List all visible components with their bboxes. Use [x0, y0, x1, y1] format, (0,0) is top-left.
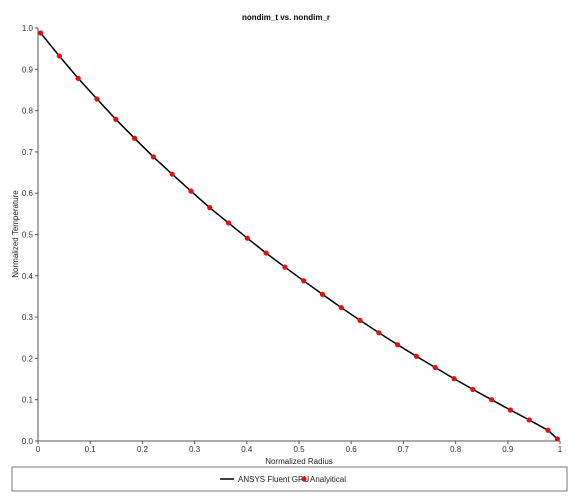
y-tick-label: 0.1	[22, 396, 34, 405]
data-point-analytical	[263, 250, 269, 256]
x-tick-label: 0.7	[398, 445, 410, 454]
series-layer	[38, 30, 560, 442]
data-point-analytical	[38, 30, 44, 36]
data-point-analytical	[526, 417, 532, 423]
data-point-analytical	[554, 436, 560, 442]
series-line-fluent	[40, 32, 558, 440]
data-point-analytical	[338, 305, 344, 311]
y-tick-label: 0.4	[22, 272, 34, 281]
data-point-analytical	[225, 220, 232, 226]
data-point-analytical	[188, 188, 194, 194]
legend: ANSYS Fluent GPU Analyitical	[220, 475, 346, 484]
chart-title: nondim_t vs. nondim_r	[242, 13, 330, 22]
x-tick-label: 0.8	[450, 445, 462, 454]
data-point-analytical	[395, 342, 401, 348]
y-tick-label: 0.5	[22, 231, 34, 240]
data-point-analytical	[507, 407, 514, 413]
data-point-analytical	[150, 154, 156, 160]
data-point-analytical	[545, 427, 551, 433]
x-tick-label: 0.5	[293, 445, 305, 454]
data-point-analytical	[489, 397, 495, 403]
y-tick-label: 0.6	[22, 189, 34, 198]
legend-marker-swatch	[301, 476, 307, 482]
data-point-analytical	[244, 235, 250, 241]
legend-entry-analytical: Analyitical	[310, 475, 346, 484]
data-point-analytical	[470, 386, 476, 392]
x-tick-label: 1	[558, 445, 563, 454]
data-point-analytical	[94, 96, 100, 102]
x-tick-label: 0.3	[189, 445, 201, 454]
data-point-analytical	[376, 330, 382, 336]
data-point-analytical	[413, 353, 420, 359]
y-axis-ticks: 0.0 0.1 0.2 0.3 0.4 0.5 0.6 0.7 0.8 0.9 1.0	[22, 24, 38, 446]
y-tick-label: 1.0	[22, 24, 34, 33]
plot-area	[37, 28, 560, 442]
y-axis-label: Normalized Temperature	[11, 190, 20, 278]
x-tick-label: 0.6	[346, 445, 358, 454]
data-point-analytical	[56, 53, 63, 59]
y-tick-label: 0.0	[22, 437, 34, 446]
legend-entry-fluent: ANSYS Fluent GPU	[238, 475, 309, 484]
data-point-analytical	[75, 75, 81, 81]
data-point-analytical	[451, 376, 457, 382]
data-point-analytical	[131, 135, 138, 141]
x-tick-label: 0.4	[241, 445, 253, 454]
x-tick-label: 0.9	[502, 445, 514, 454]
data-point-analytical	[169, 171, 175, 177]
data-point-analytical	[319, 291, 326, 297]
y-tick-label: 0.9	[22, 65, 34, 74]
x-axis-ticks: 0 0.1 0.2 0.3 0.4 0.5 0.6 0.7 0.8 0.9 1	[36, 441, 563, 454]
legend-box	[11, 466, 568, 492]
x-tick-label: 0.1	[85, 445, 97, 454]
data-point-analytical	[357, 317, 363, 324]
data-point-analytical	[207, 205, 213, 211]
y-tick-label: 0.8	[22, 107, 34, 116]
data-point-analytical	[282, 264, 288, 270]
data-point-analytical	[301, 278, 307, 284]
data-point-analytical	[432, 364, 438, 371]
data-point-analytical	[113, 116, 119, 122]
x-tick-label: 0.2	[137, 445, 149, 454]
y-tick-label: 0.2	[22, 354, 34, 363]
y-tick-label: 0.3	[22, 313, 34, 322]
y-tick-label: 0.7	[22, 148, 34, 157]
x-tick-label: 0	[36, 445, 41, 454]
x-axis-label: Normalized Radius	[265, 457, 333, 466]
